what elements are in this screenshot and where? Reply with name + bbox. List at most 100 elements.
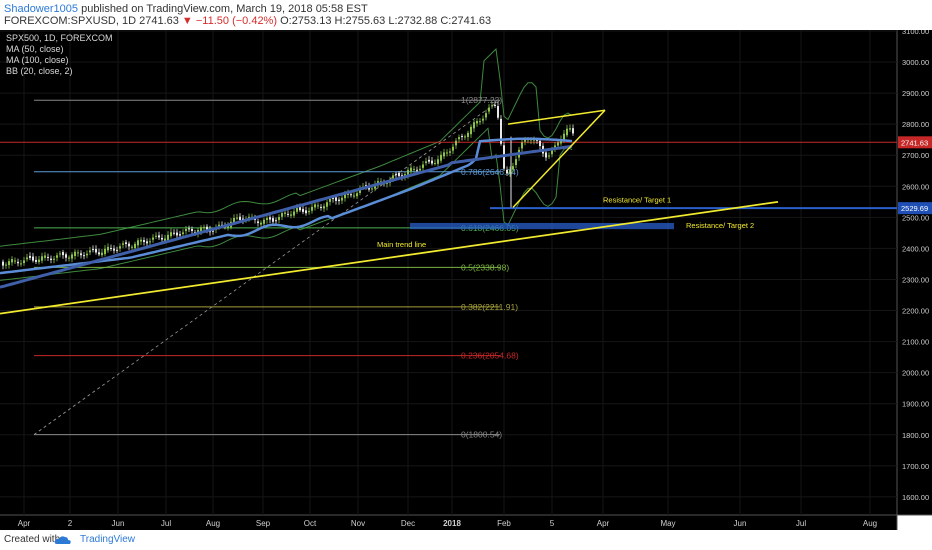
x-tick-label: Jul bbox=[161, 519, 171, 528]
author-link[interactable]: Shadower1005 bbox=[4, 3, 79, 15]
candle-body bbox=[38, 259, 40, 263]
annotation-main-trend: Main trend line bbox=[377, 240, 426, 249]
candle-body bbox=[65, 254, 67, 258]
y-tick-label: 2400.00 bbox=[902, 244, 929, 253]
candle bbox=[62, 249, 64, 259]
candle-body bbox=[413, 168, 415, 170]
wedge-lower-line[interactable] bbox=[512, 109, 606, 208]
candle-body bbox=[569, 128, 571, 130]
candle-body bbox=[5, 264, 7, 266]
candle-body bbox=[407, 169, 409, 176]
candle-body bbox=[71, 254, 73, 259]
candle-body bbox=[317, 205, 319, 207]
candle bbox=[437, 155, 439, 167]
candle-body bbox=[149, 241, 151, 243]
candle-body bbox=[74, 251, 76, 256]
candle-body bbox=[572, 128, 574, 134]
close-value: C:2741.63 bbox=[440, 15, 492, 27]
candle-body bbox=[170, 232, 172, 237]
candle-body bbox=[116, 249, 118, 251]
candle bbox=[338, 197, 340, 205]
tradingview-link[interactable]: TradingView bbox=[80, 534, 136, 545]
candle bbox=[461, 133, 463, 141]
candle bbox=[440, 151, 442, 164]
candle bbox=[104, 245, 106, 257]
candle-body bbox=[344, 193, 346, 199]
candle-body bbox=[494, 104, 496, 106]
candle bbox=[269, 215, 271, 224]
target2-zone[interactable] bbox=[410, 222, 674, 230]
symbol-line: FOREXCOM:SPXUSD, 1D 2741.63 ▼ −11.50 (−0… bbox=[4, 15, 491, 27]
candle-body bbox=[551, 150, 553, 155]
candle-body bbox=[563, 133, 565, 141]
candle bbox=[476, 118, 478, 127]
candle bbox=[308, 207, 310, 215]
y-tick-label: 1800.00 bbox=[902, 431, 929, 440]
candle-body bbox=[32, 256, 34, 261]
candle bbox=[98, 248, 100, 257]
candle-body bbox=[50, 258, 52, 260]
candle-body bbox=[257, 221, 259, 224]
candle-body bbox=[20, 263, 22, 265]
candle bbox=[443, 148, 445, 160]
candle bbox=[539, 138, 541, 150]
candle bbox=[56, 252, 58, 262]
price-change: −11.50 (−0.42%) bbox=[195, 15, 278, 27]
bb-lower-band bbox=[0, 127, 573, 281]
candle bbox=[305, 206, 307, 216]
x-tick-label: May bbox=[660, 519, 675, 528]
candle-body bbox=[395, 173, 397, 175]
candle bbox=[125, 239, 127, 248]
candle bbox=[452, 143, 454, 155]
price-scale[interactable] bbox=[897, 30, 932, 515]
candle-body bbox=[185, 228, 187, 232]
price-chart[interactable]: 1(2877.22)0.786(2646.74)0.618(2466.05)0.… bbox=[0, 27, 932, 530]
candle-body bbox=[281, 213, 283, 217]
candle-body bbox=[356, 193, 358, 197]
candle bbox=[473, 119, 475, 132]
ma100-line[interactable] bbox=[0, 144, 573, 289]
candle bbox=[569, 124, 571, 132]
candle bbox=[449, 148, 451, 156]
time-scale[interactable] bbox=[0, 515, 897, 530]
x-tick-label: Aug bbox=[206, 519, 220, 528]
annotation-target2: Resistance/ Target 2 bbox=[686, 221, 754, 230]
candle-body bbox=[449, 151, 451, 153]
candle bbox=[152, 234, 154, 243]
chart-area[interactable]: 1(2877.22)0.786(2646.74)0.618(2466.05)0.… bbox=[0, 27, 932, 530]
main-trend-line[interactable] bbox=[0, 200, 779, 315]
fib-level-label: 1(2877.22) bbox=[461, 95, 502, 105]
candle-body bbox=[200, 227, 202, 232]
candle bbox=[65, 252, 67, 262]
candle-body bbox=[95, 248, 97, 253]
candle bbox=[410, 164, 412, 175]
candle bbox=[455, 137, 457, 149]
candle-body bbox=[227, 225, 229, 229]
cloud-logo-icon bbox=[54, 536, 71, 544]
candle-body bbox=[359, 188, 361, 193]
candle-body bbox=[419, 168, 421, 171]
candle bbox=[11, 256, 13, 266]
candle-body bbox=[461, 135, 463, 137]
candle-body bbox=[158, 235, 160, 238]
wedge-upper-line[interactable] bbox=[507, 109, 606, 125]
candle-body bbox=[506, 169, 508, 174]
candle-body bbox=[323, 206, 325, 209]
candle bbox=[548, 152, 550, 160]
price-tag-box bbox=[898, 136, 932, 149]
candle bbox=[5, 262, 7, 269]
candle-body bbox=[476, 121, 478, 124]
candle bbox=[422, 160, 424, 171]
candle-body bbox=[263, 219, 265, 224]
legend-bb[interactable]: BB (20, close, 2) bbox=[6, 66, 73, 76]
candle-body bbox=[524, 139, 526, 142]
legend-ma100[interactable]: MA (100, close) bbox=[6, 55, 69, 65]
candle bbox=[266, 216, 268, 224]
candle bbox=[431, 156, 433, 166]
legend-ma50[interactable]: MA (50, close) bbox=[6, 44, 64, 54]
candle-body bbox=[335, 197, 337, 201]
y-tick-label: 2700.00 bbox=[902, 151, 929, 160]
candle-body bbox=[329, 198, 331, 202]
candle bbox=[17, 258, 19, 267]
candle bbox=[191, 226, 193, 235]
